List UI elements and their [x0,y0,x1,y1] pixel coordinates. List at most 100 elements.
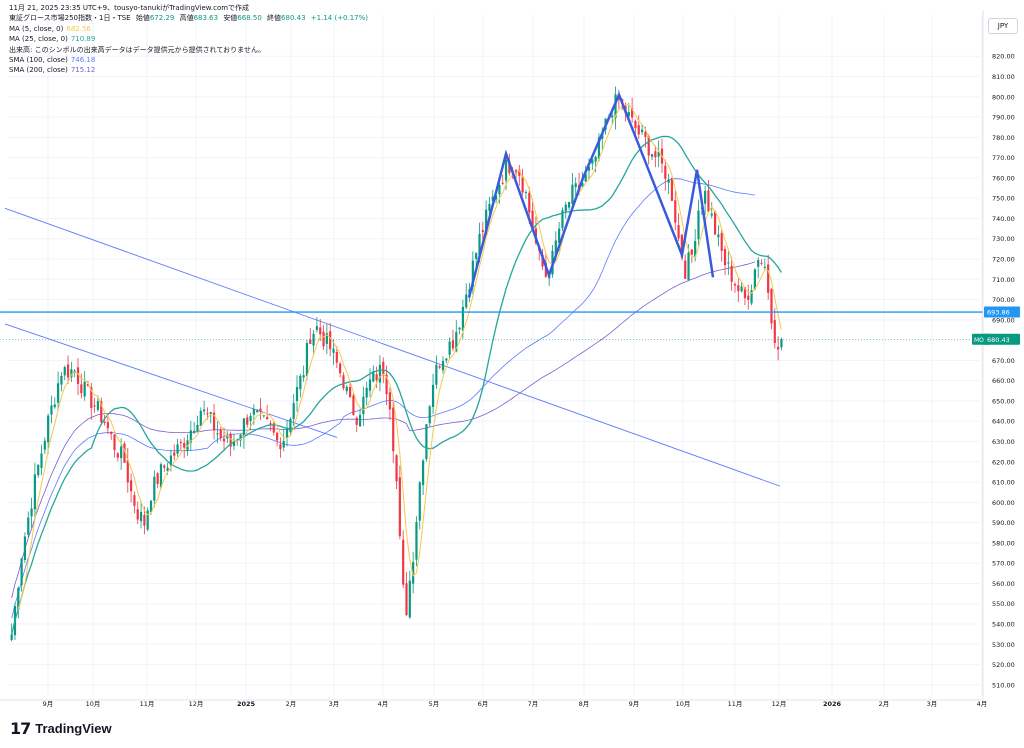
price-axis: 510.00 520.00 530.00 540.00 550.00 560.00 570.… [982,10,1015,700]
candle-body [717,234,720,238]
candle-body [674,200,677,223]
candle-body [305,343,309,377]
candle-body [256,410,259,413]
candle-body [438,366,441,368]
candle-body [640,129,644,133]
candle-body [521,176,524,193]
candle-body [20,558,23,586]
candle-body [139,512,143,522]
legend-sma200[interactable]: SMA (200, close) 715.12 [9,65,368,75]
candle-body [415,522,418,560]
legend-sma100[interactable]: SMA (100, close) 746.18 [9,55,368,65]
y-tick-label: 540.00 [992,621,1015,629]
x-tick-label: 2025 [237,700,256,708]
candle-body [627,111,630,117]
candle-body [169,455,173,466]
candle-body [684,260,687,279]
candle-body [222,438,226,442]
candle-body [558,228,561,243]
candle-body [123,443,126,463]
candle-body [239,434,242,441]
currency-button[interactable]: JPY [988,18,1018,34]
candle-body [206,413,209,415]
candle-body [677,225,680,239]
candle-body [757,260,760,267]
y-tick-label: 670.00 [992,357,1015,365]
candle-body [667,179,670,183]
candle-body [368,379,372,391]
x-tick-label: 3月 [329,700,340,708]
x-tick-label: 11月 [140,700,155,708]
candle-body [518,169,521,176]
y-tick-label: 750.00 [992,195,1015,203]
candle-body [93,405,96,407]
candle-body [594,156,597,162]
y-tick-label: 650.00 [992,397,1015,405]
legend-ma5[interactable]: MA (5, close, 0) 682.56 [9,24,368,34]
candle-body [392,407,395,452]
candle-body [388,392,392,410]
y-tick-label: 730.00 [992,235,1015,243]
sma100-path [11,178,755,619]
x-tick-label: 10月 [86,700,101,708]
y-tick-label: 640.00 [992,418,1015,426]
candle-body [704,190,707,204]
open-value: 672.29 [149,14,175,23]
candle-body [173,452,176,456]
candle-body [564,204,567,212]
legend-ma25[interactable]: MA (25, close, 0) 710.89 [9,34,368,44]
candle-body [485,209,488,235]
tradingview-wordmark: TradingView [35,720,112,736]
ma25-value: 710.89 [70,35,96,44]
candle-body [723,248,727,266]
candle-body [617,97,620,100]
candle-body [352,395,355,415]
candle-body [770,289,773,324]
y-tick-label: 510.00 [992,681,1015,689]
candle-body [149,500,153,512]
candle-body [309,339,312,345]
candle-body [292,403,295,419]
candle-body [159,464,163,488]
candle-body [332,348,335,353]
candle-body [57,383,60,403]
x-tick-label: 9月 [43,700,54,708]
candle-body [694,241,697,258]
y-tick-label: 550.00 [992,600,1015,608]
candle-body [348,386,352,397]
candle-body [262,415,265,417]
candle-body [272,423,275,433]
candle-body [591,159,594,164]
candle-body [508,160,511,174]
tradingview-logo[interactable]: 17 TradingView [10,718,112,738]
candle-body [777,346,780,350]
y-tick-label: 590.00 [992,519,1015,527]
x-tick-label: 9月 [629,700,640,708]
candle-body [285,428,289,438]
candle-body [448,341,451,355]
candle-body [325,333,328,344]
x-tick-label: 6月 [478,700,489,708]
high-value: 683.63 [193,14,219,23]
candle-body [146,510,149,530]
candle-body [252,409,255,415]
candle-body [402,539,405,585]
candle-body [571,184,574,204]
pattern-path [467,91,715,298]
candle-body [498,184,501,195]
y-tick-label: 780.00 [992,134,1015,142]
symbol-tag-text: MOS [974,337,988,344]
candle-body [750,290,753,304]
candle-body [193,430,196,433]
candle-body [760,262,763,264]
candle-body [266,416,269,420]
candle-body [478,233,481,256]
legend-volume[interactable]: 出来高: このシンボルの出来高データはデータ提供元から提供されておりません。 [9,45,368,55]
legend-created: 11月 21, 2025 23:35 UTC+9、tousyo-tanukiがT… [9,4,250,12]
candle-body [80,384,83,394]
candle-body [299,375,302,390]
open-label: 始値 [135,14,150,23]
candle-body [431,384,435,407]
